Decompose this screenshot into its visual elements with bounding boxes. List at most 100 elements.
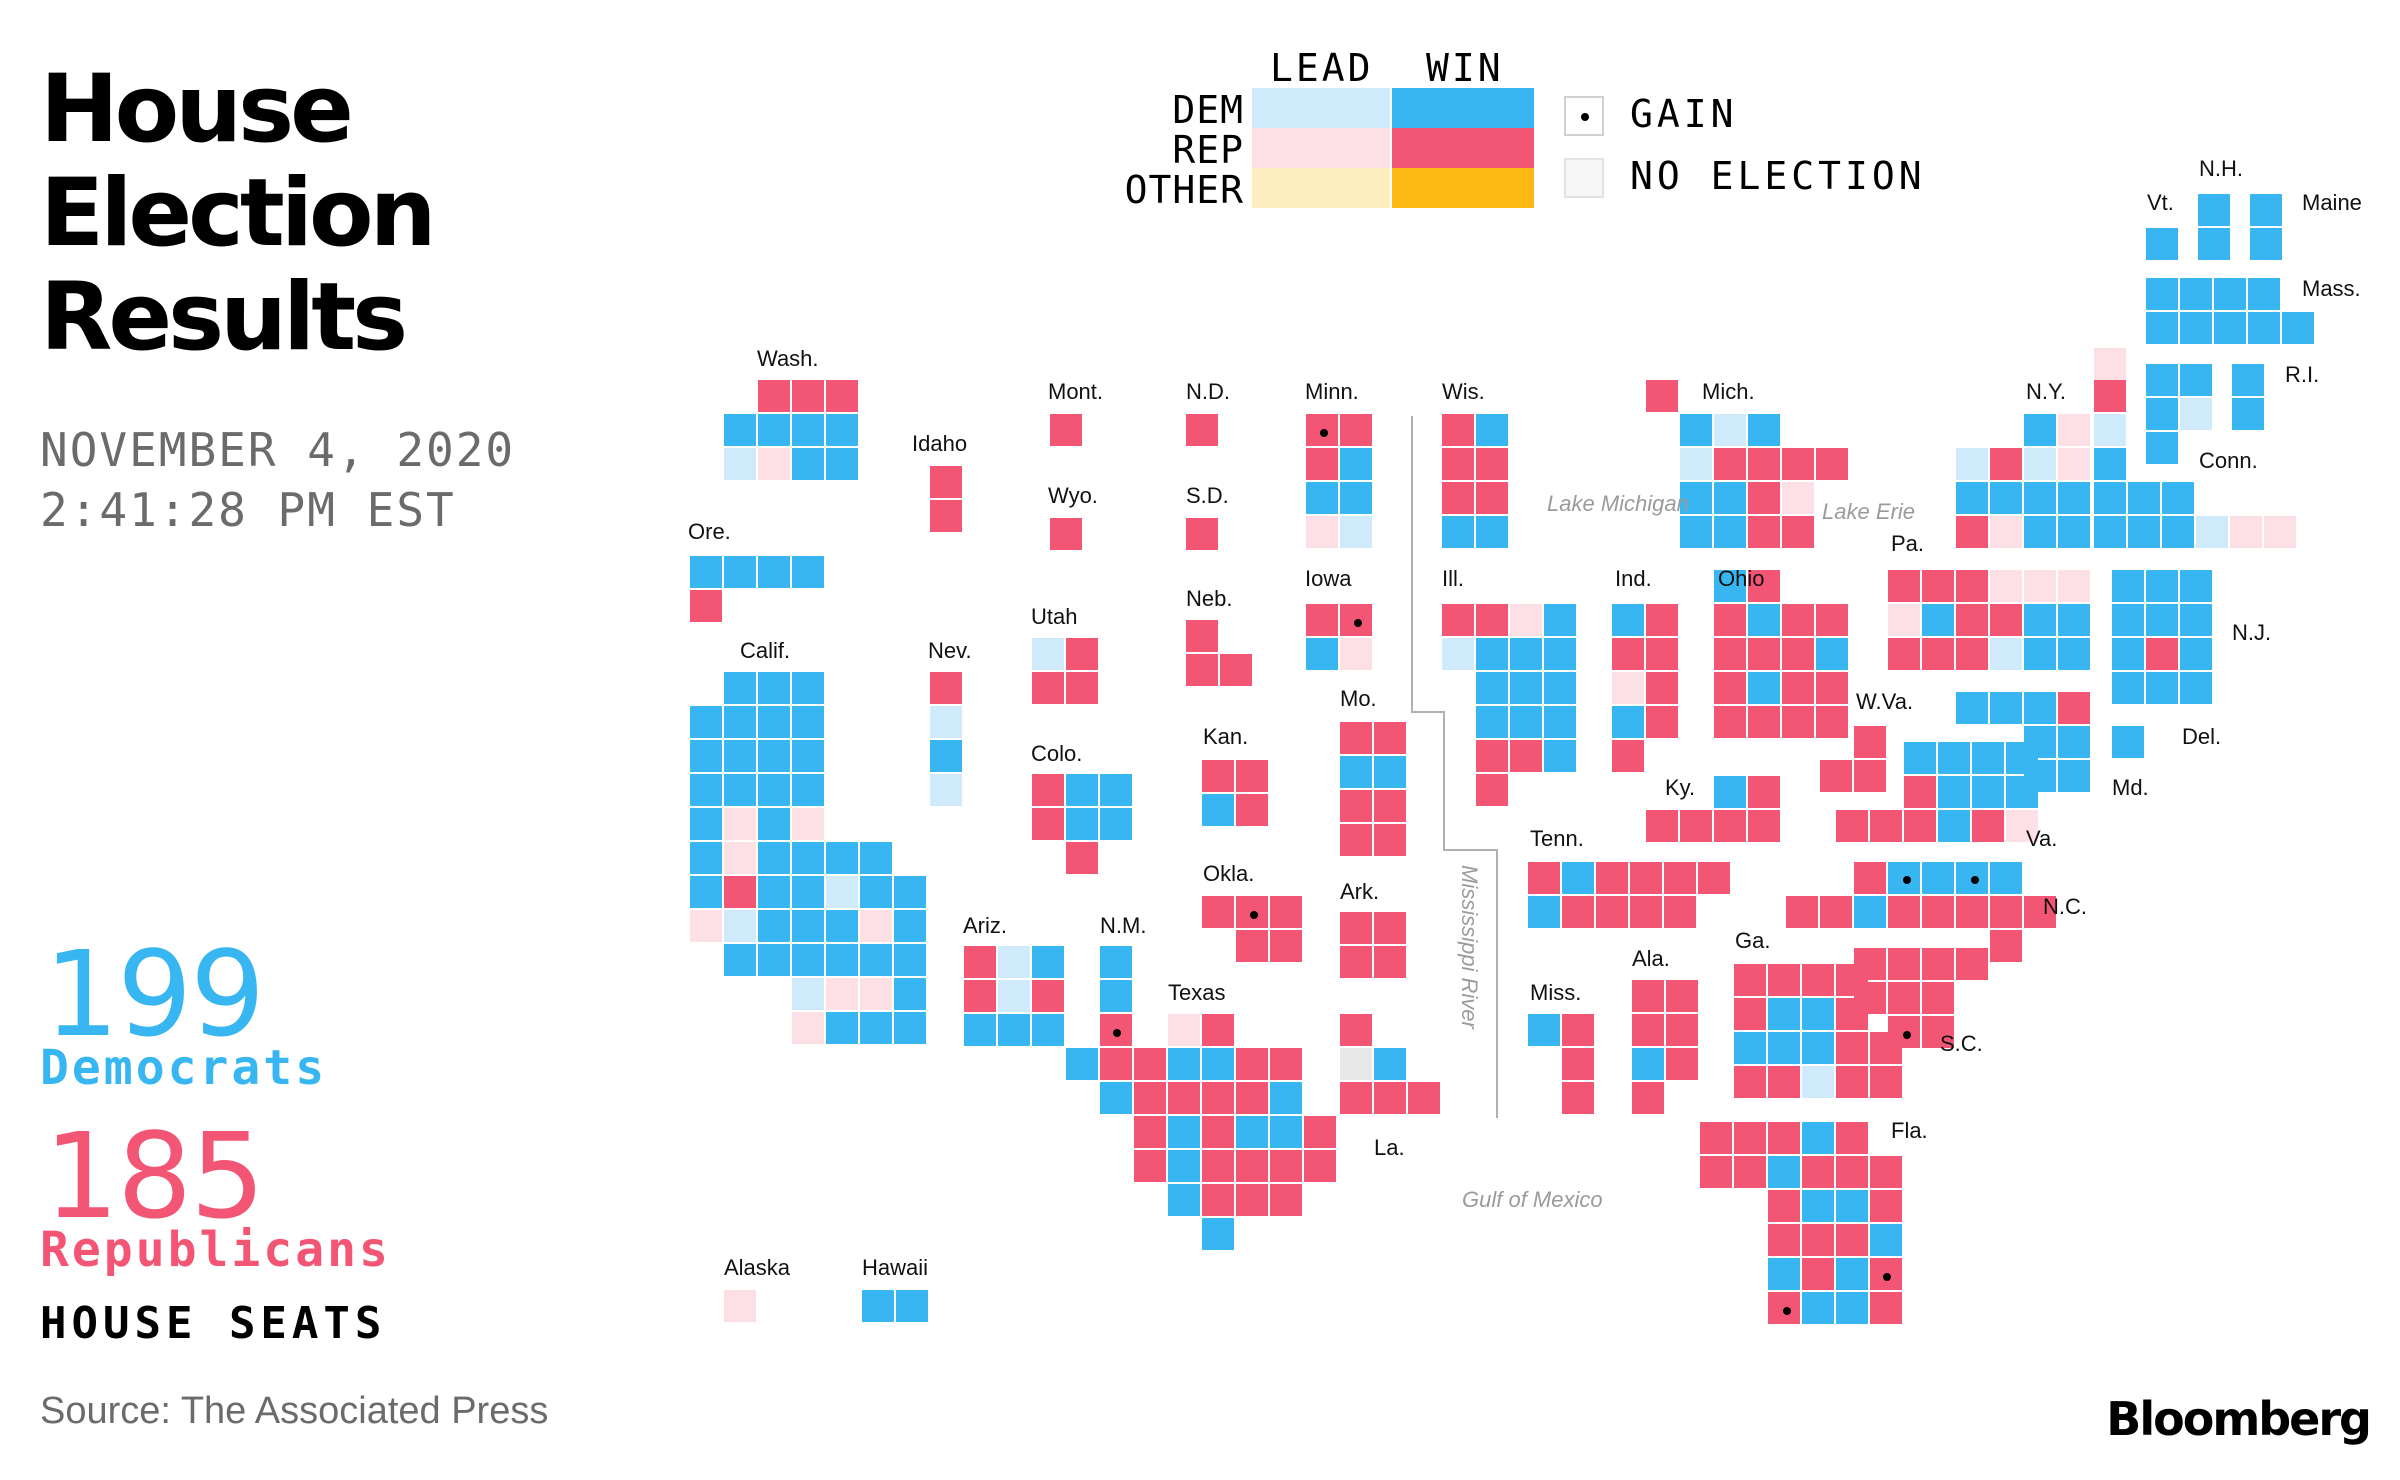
district-tile: [2112, 672, 2144, 704]
district-tile: [1340, 824, 1372, 856]
district-tile: [1340, 638, 1372, 670]
brand-logo: Bloomberg: [2106, 1392, 2372, 1446]
district-tile: [1066, 774, 1098, 806]
district-tile: [1596, 862, 1628, 894]
district-tile: [2146, 398, 2178, 430]
district-tile: [1374, 824, 1406, 856]
district-tile: [2112, 638, 2144, 670]
district-tile: [1820, 760, 1852, 792]
title-line-1: House: [40, 55, 354, 164]
district-tile: [1612, 706, 1644, 738]
district-tile: [1664, 862, 1696, 894]
rep-label: Republicans: [40, 1222, 391, 1278]
label-va: Va.: [2026, 826, 2057, 851]
district-tile: [2248, 278, 2280, 310]
district-tile: [690, 556, 722, 588]
district-tile: [1748, 516, 1780, 548]
district-tile: [1836, 1032, 1868, 1064]
district-tile: [1802, 1156, 1834, 1188]
district-tile: [1922, 948, 1954, 980]
label-nc: N.C.: [2043, 894, 2087, 919]
district-tile: [2214, 312, 2246, 344]
district-tile: [1748, 448, 1780, 480]
district-tile: [1990, 448, 2022, 480]
district-tile: [1442, 516, 1474, 548]
district-tile: [1802, 1292, 1834, 1324]
district-tile: [1050, 518, 1082, 550]
label-vt: Vt.: [2147, 190, 2174, 215]
label-miss: Miss.: [1530, 980, 1581, 1005]
district-tile: [930, 466, 962, 498]
district-tile: [1938, 776, 1970, 808]
district-tile: [724, 414, 756, 446]
district-tile: [690, 876, 722, 908]
district-tile: [1888, 638, 1920, 670]
label-nh: N.H.: [2199, 156, 2243, 181]
district-tile: [1236, 1150, 1268, 1182]
district-tile: [1134, 1116, 1166, 1148]
district-tile: [1528, 896, 1560, 928]
district-tile: [2024, 570, 2056, 602]
district-tile: [792, 556, 824, 588]
district-tile: [758, 556, 790, 588]
district-tile: [724, 910, 756, 942]
district-tile: [1408, 1082, 1440, 1114]
district-tile: [1956, 638, 1988, 670]
district-tile: [2282, 312, 2314, 344]
district-tile: [1632, 1014, 1664, 1046]
label-tenn: Tenn.: [1530, 826, 1584, 851]
district-tile: [2162, 482, 2194, 514]
district-tile: [1270, 1048, 1302, 1080]
district-tile: [894, 944, 926, 976]
district-tile: [1306, 448, 1338, 480]
district-tile: [1168, 1184, 1200, 1216]
district-tile: [1100, 1082, 1132, 1114]
district-tile: [1956, 948, 1988, 980]
district-tile: [826, 978, 858, 1010]
gain-dot-icon: [1113, 1029, 1121, 1037]
district-tile: [1562, 1014, 1594, 1046]
house-seats-label: HOUSE SEATS: [40, 1298, 387, 1349]
district-tile: [1714, 414, 1746, 446]
district-tile: [1768, 1258, 1800, 1290]
district-tile: [2146, 570, 2178, 602]
district-tile: [1938, 810, 1970, 842]
district-tile: [1646, 638, 1678, 670]
district-tile: [1510, 638, 1542, 670]
district-tile: [1544, 672, 1576, 704]
district-tile: [896, 1290, 928, 1322]
district-tile: [930, 500, 962, 532]
district-tile: [2058, 570, 2090, 602]
district-tile: [1854, 982, 1886, 1014]
district-tile: [758, 876, 790, 908]
legend-lead-header: LEAD: [1270, 46, 1374, 90]
district-tile: [860, 910, 892, 942]
geo-lake-michigan-text: Lake Michigan: [1547, 491, 1689, 516]
label-ill: Ill.: [1442, 566, 1464, 591]
label-ore: Ore.: [688, 519, 731, 544]
map-guide-lines: [1411, 416, 1498, 1118]
district-tile: [1236, 1116, 1268, 1148]
district-tile: [2058, 448, 2090, 480]
district-tile: [1714, 638, 1746, 670]
label-utah: Utah: [1031, 604, 1077, 629]
district-tile: [1236, 1184, 1268, 1216]
district-tile: [1646, 706, 1678, 738]
label-ark: Ark.: [1340, 879, 1379, 904]
district-tile: [1836, 1122, 1868, 1154]
district-tile: [1698, 862, 1730, 894]
district-tile: [1202, 760, 1234, 792]
geo-mississippi-river: Mississippi River: [1457, 865, 1482, 1030]
district-tile: [1202, 1150, 1234, 1182]
district-tile: [1340, 1014, 1372, 1046]
district-tile: [1666, 980, 1698, 1012]
district-tile: [1700, 1122, 1732, 1154]
legend-no-election-swatch: [1564, 158, 1604, 198]
district-tile: [1956, 482, 1988, 514]
gain-dot-icon: [1903, 1031, 1911, 1039]
district-tile: [1680, 516, 1712, 548]
district-tile: [1374, 946, 1406, 978]
district-tile: [1714, 810, 1746, 842]
district-tile: [1032, 1014, 1064, 1046]
district-tile: [1100, 808, 1132, 840]
